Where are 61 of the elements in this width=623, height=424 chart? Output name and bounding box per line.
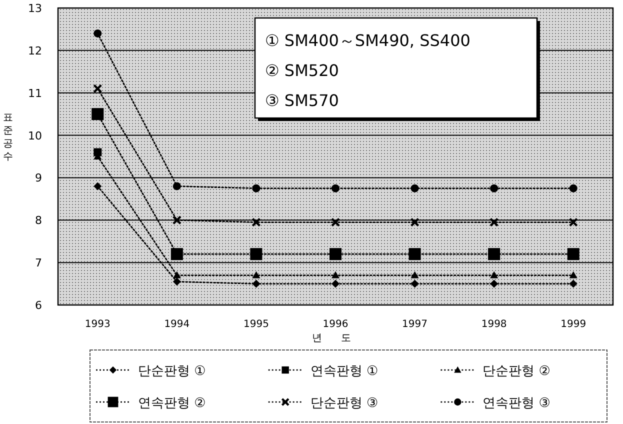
y-tick-label: 7: [35, 256, 42, 270]
annotation: ③ SM570: [265, 91, 339, 110]
point: [94, 29, 102, 38]
point: [172, 271, 181, 278]
point: [252, 218, 261, 227]
x-tick-label: 1996: [322, 319, 348, 330]
point: [569, 280, 578, 288]
point: [332, 184, 340, 192]
point: [490, 184, 498, 192]
y-tick-label: 10: [28, 129, 42, 142]
x-axis-title: 년 도: [312, 333, 360, 344]
x-tick-label: 1999: [560, 319, 586, 330]
y-tick-label: 9: [35, 172, 42, 185]
annotation: ① SM400～SM490, SS400: [265, 31, 470, 50]
point: [332, 271, 340, 278]
point: [250, 248, 262, 260]
point: [408, 248, 421, 260]
x-tick-label: 1993: [84, 319, 110, 330]
legend-label: 단순판형 ③: [310, 396, 378, 411]
point: [489, 218, 499, 227]
legend-label: 연속판형 ③: [482, 396, 550, 411]
point: [94, 182, 102, 190]
y-tick-label: 11: [28, 86, 42, 100]
point: [172, 216, 182, 225]
x-tick-label: 1998: [481, 319, 507, 330]
point: [93, 84, 102, 94]
point: [92, 108, 104, 120]
legend-label: 단순판형 ①: [138, 364, 206, 379]
point: [410, 218, 420, 227]
point: [252, 271, 260, 278]
y-tick-label: 13: [28, 2, 42, 15]
legend-label: 연속판형 ①: [310, 364, 378, 379]
picture-note-box: ① SM400～SM490, SS400 ② SM520 ③ SM570: [254, 17, 540, 121]
point: [490, 280, 498, 288]
point: [490, 271, 498, 278]
point: [170, 248, 183, 260]
y-tick-label: 6: [35, 299, 42, 312]
annotation: ② SM520: [265, 61, 339, 80]
x-tick-label: 1997: [402, 319, 428, 330]
point: [410, 280, 419, 288]
point: [569, 184, 578, 192]
point: [172, 182, 181, 190]
y-tick-label: 12: [28, 44, 42, 58]
x-tick-label: 1994: [164, 319, 190, 330]
point: [330, 218, 340, 227]
point: [252, 184, 260, 192]
point: [410, 271, 419, 278]
point: [568, 218, 578, 227]
point: [488, 248, 500, 260]
legend-label: 단순판형 ②: [482, 364, 550, 379]
point: [410, 184, 419, 192]
y-tick-label: 8: [35, 214, 42, 228]
point: [330, 248, 342, 260]
point: [567, 248, 580, 260]
x-tick-label: 1995: [243, 319, 269, 330]
point: [252, 280, 260, 288]
point: [569, 271, 578, 278]
point: [172, 278, 181, 286]
y-axis-title: 표준공수: [3, 112, 13, 162]
legend-label: 연속판형 ②: [138, 396, 206, 411]
point: [332, 280, 340, 288]
